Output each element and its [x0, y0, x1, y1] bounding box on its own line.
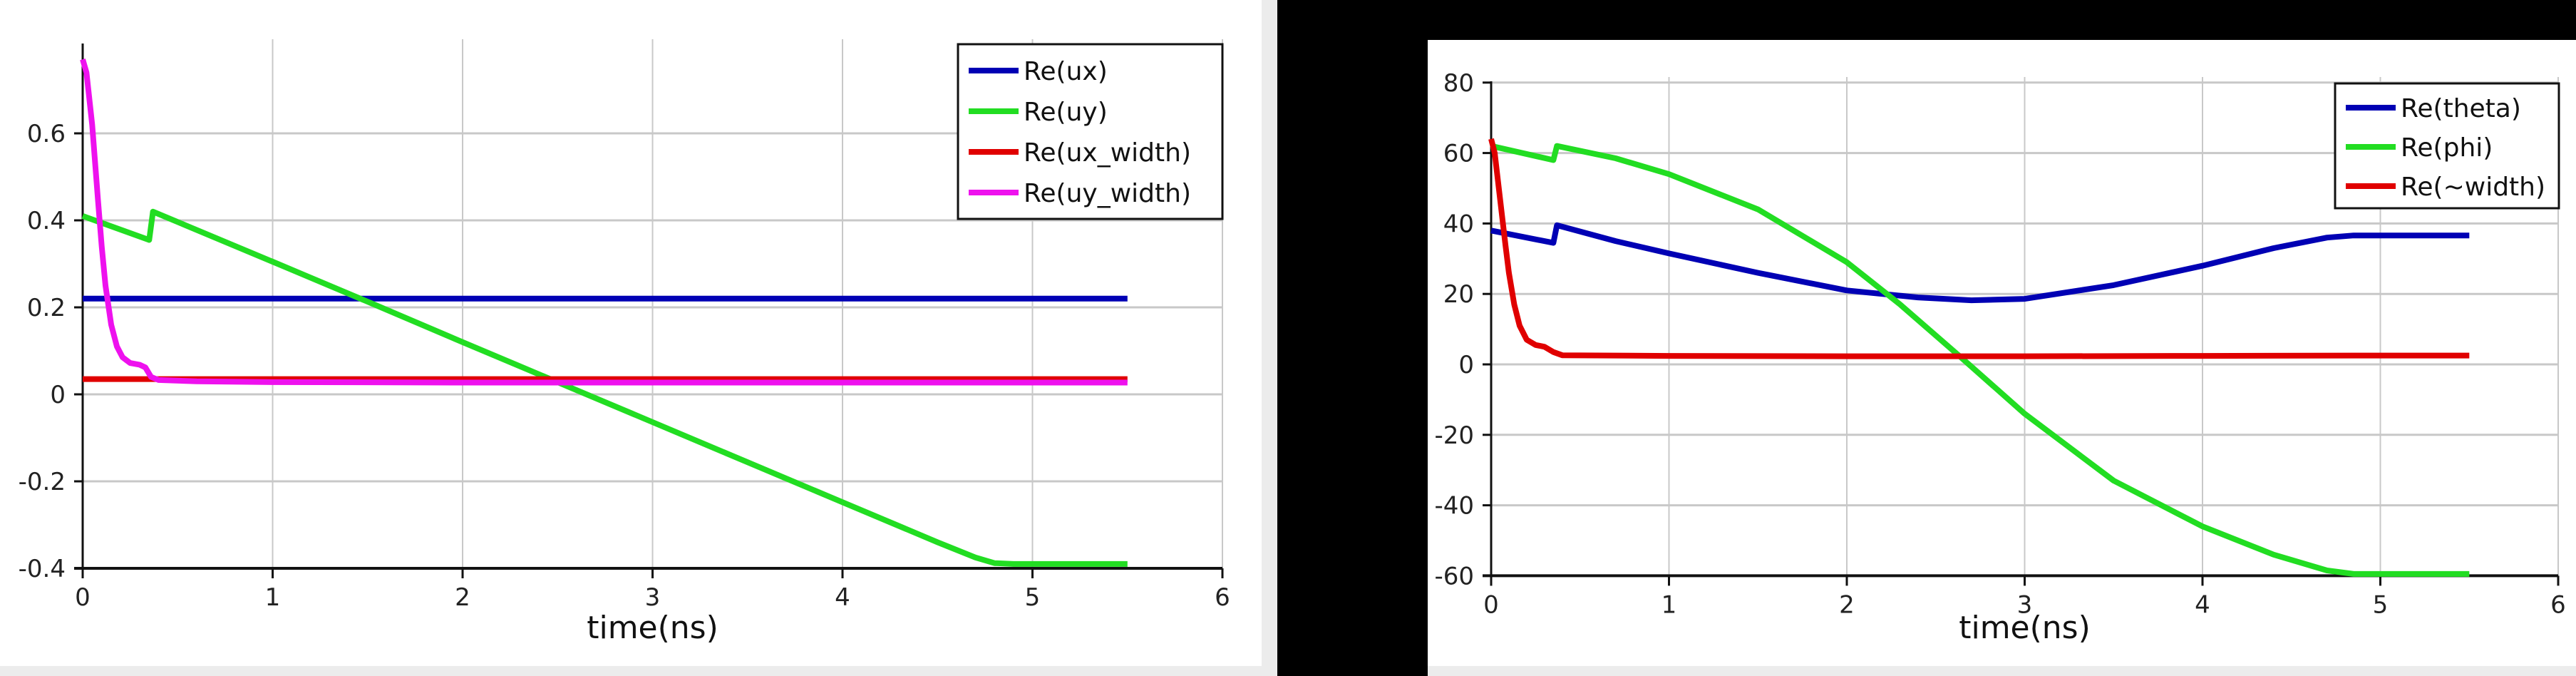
series-line	[1488, 138, 2470, 359]
x-tick-label: 6	[1215, 583, 1230, 612]
x-tick-label: 0	[75, 583, 91, 612]
series-line	[80, 58, 1128, 386]
x-tick-label: 5	[1025, 583, 1041, 612]
legend-label: Re(ux)	[1024, 57, 1108, 86]
legend-label: Re(phi)	[2401, 133, 2493, 163]
black-divider-region	[1277, 0, 1428, 676]
y-tick-label: -60	[1434, 562, 1474, 590]
x-tick-label: 4	[2195, 590, 2210, 619]
y-tick-label: 0	[50, 381, 66, 409]
y-tick-label: -0.2	[19, 468, 66, 496]
series-line	[1490, 222, 2470, 304]
x-tick-label: 3	[2017, 590, 2033, 619]
series-lines	[80, 58, 1128, 567]
legend-label: Re(~width)	[2401, 173, 2545, 202]
x-tick-label: 1	[265, 583, 281, 612]
y-tick-label: 0.2	[27, 294, 66, 322]
legend-label: Re(uy)	[1024, 98, 1108, 127]
legend: Re(ux) Re(uy) Re(ux_width) Re(uy_width)	[957, 43, 1224, 220]
x-tick-label: 2	[455, 583, 470, 612]
series-line	[81, 208, 1128, 567]
x-axis-title: time(ns)	[1959, 610, 2091, 646]
y-tick-label: 40	[1443, 210, 1474, 238]
legend-label: Re(theta)	[2401, 94, 2521, 123]
y-tick-label: 0	[1458, 351, 1474, 379]
series-lines	[1488, 138, 2470, 577]
legend-label: Re(ux_width)	[1024, 138, 1191, 168]
y-tick-label: 80	[1443, 69, 1474, 98]
legend: Re(theta) Re(phi) Re(~width)	[2334, 82, 2560, 210]
x-axis-title: time(ns)	[587, 610, 718, 646]
y-tick-label: 0.6	[27, 120, 66, 148]
x-tick-label: 5	[2373, 590, 2389, 619]
x-tick-label: 4	[835, 583, 850, 612]
y-tick-label: 0.4	[27, 207, 66, 235]
y-tick-label: 20	[1443, 280, 1474, 309]
y-tick-label: 60	[1443, 140, 1474, 168]
axes: 0 1 2 3 4 5 6 -0.4 -0.2 0 0.2 0.4 0.6	[19, 43, 1230, 612]
left-line-chart: 0 1 2 3 4 5 6-0.4-0.200.20.40.6time(ns)Re(ux)R…	[19, 39, 1230, 646]
x-tick-label: 0	[1483, 590, 1499, 619]
x-tick-label: 6	[2550, 590, 2566, 619]
black-top-strip	[1277, 0, 2576, 40]
series-line	[1490, 143, 2470, 577]
y-tick-label: -0.4	[19, 555, 66, 583]
legend-label: Re(uy_width)	[1024, 179, 1191, 208]
x-tick-label: 3	[645, 583, 661, 612]
right-line-chart: 0 1 2 3 4 5 6 -60 -40 -20 0 20 40 60 80 time(ns) Re(thet…	[1434, 69, 2565, 646]
y-tick-label: -20	[1434, 421, 1474, 450]
x-tick-label: 1	[1661, 590, 1677, 619]
y-tick-label: -40	[1434, 492, 1474, 521]
x-tick-label: 2	[1839, 590, 1855, 619]
